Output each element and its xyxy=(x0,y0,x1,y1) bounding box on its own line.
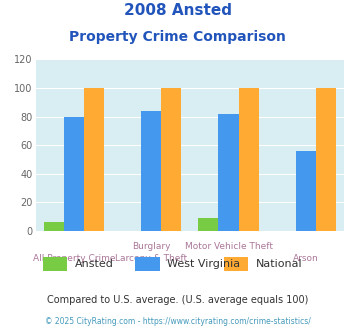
Bar xyxy=(44,222,64,231)
Text: All Property Crime: All Property Crime xyxy=(33,254,115,263)
Bar xyxy=(316,88,336,231)
Text: Ansted: Ansted xyxy=(75,259,114,269)
Text: Larceny & Theft: Larceny & Theft xyxy=(115,254,187,263)
Text: © 2025 CityRating.com - https://www.cityrating.com/crime-statistics/: © 2025 CityRating.com - https://www.city… xyxy=(45,317,310,326)
Text: Burglary: Burglary xyxy=(132,243,170,251)
Bar xyxy=(162,88,181,231)
Text: National: National xyxy=(256,259,302,269)
Text: Arson: Arson xyxy=(293,254,319,263)
Bar xyxy=(218,114,239,231)
Text: 2008 Ansted: 2008 Ansted xyxy=(124,3,231,18)
Bar xyxy=(84,88,104,231)
Text: West Virginia: West Virginia xyxy=(167,259,240,269)
Bar xyxy=(239,88,259,231)
Text: Motor Vehicle Theft: Motor Vehicle Theft xyxy=(185,243,273,251)
Text: Compared to U.S. average. (U.S. average equals 100): Compared to U.S. average. (U.S. average … xyxy=(47,295,308,305)
Bar xyxy=(64,116,84,231)
Text: Property Crime Comparison: Property Crime Comparison xyxy=(69,30,286,44)
Bar xyxy=(198,218,218,231)
Bar xyxy=(141,111,162,231)
Bar xyxy=(296,151,316,231)
